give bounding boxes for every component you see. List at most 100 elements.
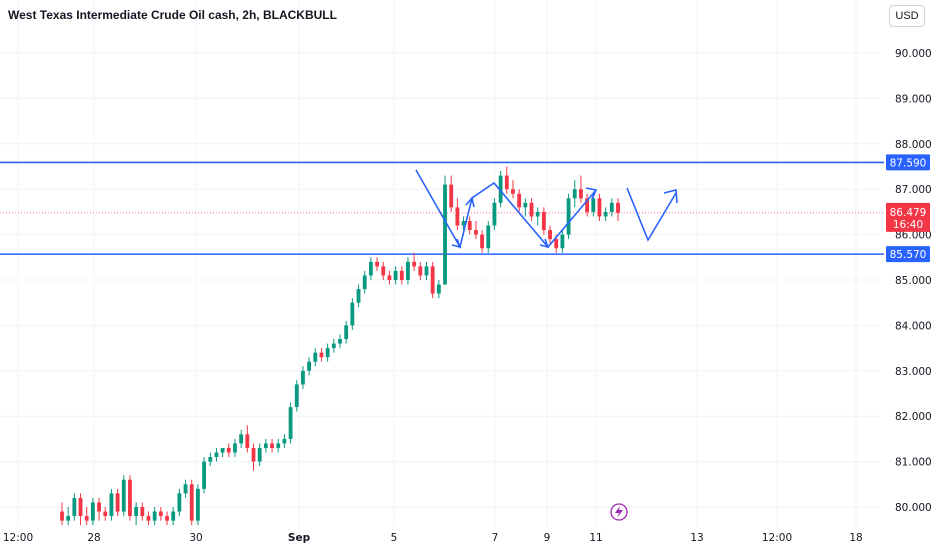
candle[interactable] bbox=[560, 230, 565, 253]
candle[interactable] bbox=[307, 357, 312, 376]
candle[interactable] bbox=[517, 189, 522, 212]
candle[interactable] bbox=[97, 497, 101, 521]
candle[interactable] bbox=[183, 479, 188, 498]
candle[interactable] bbox=[146, 511, 151, 526]
candle[interactable] bbox=[226, 443, 231, 458]
candle[interactable] bbox=[338, 334, 342, 349]
candle[interactable] bbox=[288, 402, 293, 444]
candle[interactable] bbox=[603, 207, 608, 221]
candle[interactable] bbox=[276, 438, 281, 453]
candle[interactable] bbox=[412, 252, 417, 271]
candle[interactable] bbox=[535, 207, 540, 226]
current-price-tag[interactable] bbox=[886, 202, 930, 232]
candle[interactable] bbox=[350, 298, 355, 330]
candle[interactable] bbox=[548, 225, 552, 244]
candle[interactable] bbox=[128, 475, 132, 521]
candle[interactable] bbox=[60, 502, 64, 526]
candle[interactable] bbox=[449, 175, 454, 212]
candle[interactable] bbox=[90, 497, 95, 526]
candle[interactable] bbox=[319, 348, 324, 362]
candle[interactable] bbox=[177, 488, 182, 517]
candle[interactable] bbox=[461, 216, 466, 231]
candle[interactable] bbox=[443, 175, 447, 285]
drawn-arrows[interactable] bbox=[415, 169, 678, 250]
candle[interactable] bbox=[294, 379, 299, 412]
candle[interactable] bbox=[263, 438, 268, 453]
candle[interactable] bbox=[387, 270, 392, 285]
candle[interactable] bbox=[399, 266, 404, 285]
candle[interactable] bbox=[66, 507, 71, 526]
candle[interactable] bbox=[72, 493, 77, 521]
candle[interactable] bbox=[455, 198, 460, 231]
candle[interactable] bbox=[486, 220, 491, 253]
candle[interactable] bbox=[480, 230, 485, 253]
candle[interactable] bbox=[523, 198, 528, 217]
currency-button[interactable]: USD bbox=[889, 5, 925, 27]
candle[interactable] bbox=[418, 261, 423, 280]
candle[interactable] bbox=[239, 429, 244, 448]
candle[interactable] bbox=[393, 266, 398, 285]
candle[interactable] bbox=[195, 484, 200, 526]
candle[interactable] bbox=[381, 261, 386, 280]
price-tick-label: 81.000 bbox=[895, 457, 932, 469]
candle[interactable] bbox=[158, 507, 163, 521]
candle[interactable] bbox=[301, 366, 305, 389]
candle[interactable] bbox=[579, 175, 583, 203]
candle[interactable] bbox=[473, 220, 478, 240]
candle[interactable] bbox=[616, 198, 620, 221]
candle[interactable] bbox=[208, 452, 213, 467]
candle[interactable] bbox=[325, 343, 330, 362]
candle[interactable] bbox=[245, 425, 250, 453]
level-price-tag[interactable] bbox=[886, 154, 930, 171]
candle[interactable] bbox=[220, 447, 225, 458]
zigzag-drawing-1[interactable] bbox=[415, 169, 597, 250]
candle[interactable] bbox=[504, 166, 509, 194]
candle[interactable] bbox=[134, 502, 139, 526]
candle[interactable] bbox=[529, 198, 534, 221]
lightning-icon[interactable] bbox=[610, 503, 628, 521]
candle[interactable] bbox=[492, 198, 497, 231]
candle[interactable] bbox=[140, 502, 145, 521]
candle[interactable] bbox=[282, 434, 287, 448]
candle[interactable] bbox=[467, 216, 472, 235]
candle[interactable] bbox=[436, 280, 441, 299]
candle[interactable] bbox=[511, 180, 515, 199]
candle[interactable] bbox=[609, 198, 614, 217]
candle[interactable] bbox=[165, 511, 169, 526]
candle[interactable] bbox=[270, 438, 274, 453]
candle[interactable] bbox=[189, 479, 194, 526]
candle[interactable] bbox=[430, 261, 435, 299]
candle[interactable] bbox=[233, 438, 237, 458]
candle[interactable] bbox=[257, 443, 262, 467]
projection-drawing[interactable] bbox=[626, 187, 677, 242]
candle[interactable] bbox=[362, 270, 367, 294]
candle[interactable] bbox=[78, 493, 83, 526]
candle[interactable] bbox=[214, 447, 219, 462]
candle[interactable] bbox=[541, 207, 546, 235]
candle[interactable] bbox=[171, 507, 176, 526]
candle[interactable] bbox=[109, 488, 114, 521]
level-price-tag[interactable] bbox=[886, 246, 930, 263]
candle[interactable] bbox=[375, 257, 379, 271]
candle[interactable] bbox=[115, 488, 120, 517]
candle[interactable] bbox=[498, 171, 503, 208]
candle[interactable] bbox=[585, 193, 590, 217]
candle[interactable] bbox=[368, 257, 373, 280]
candle[interactable] bbox=[572, 180, 577, 208]
candle[interactable] bbox=[103, 507, 108, 521]
candle[interactable] bbox=[566, 193, 571, 240]
candle[interactable] bbox=[406, 257, 410, 285]
candle[interactable] bbox=[356, 284, 361, 308]
candle[interactable] bbox=[344, 320, 349, 344]
candle[interactable] bbox=[202, 457, 207, 494]
candle[interactable] bbox=[313, 348, 318, 367]
candle[interactable] bbox=[331, 339, 336, 353]
candle[interactable] bbox=[152, 507, 157, 526]
candle[interactable] bbox=[424, 261, 429, 280]
candle[interactable] bbox=[121, 475, 126, 517]
candle[interactable] bbox=[84, 507, 89, 526]
time-tick-label: Sep bbox=[288, 532, 311, 544]
candle[interactable] bbox=[597, 193, 602, 221]
candle[interactable] bbox=[251, 443, 256, 471]
